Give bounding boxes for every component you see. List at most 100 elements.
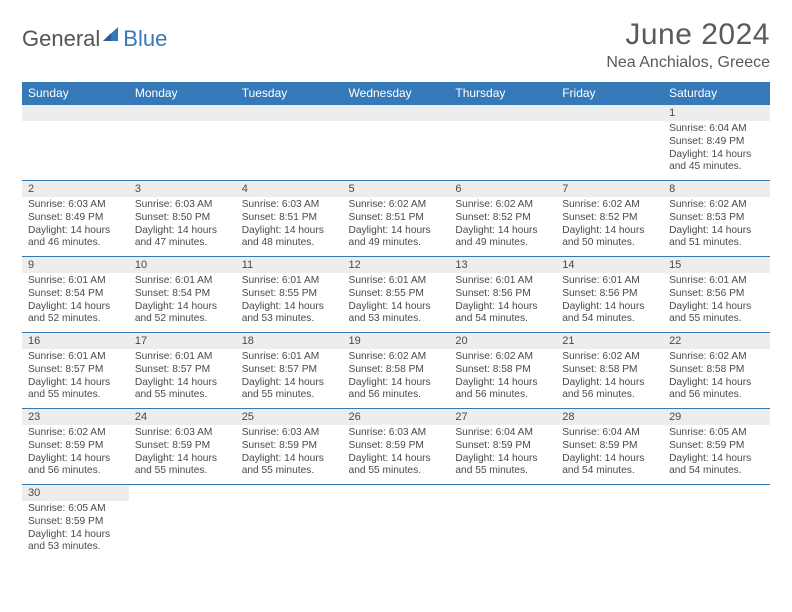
- sunset-text: Sunset: 8:57 PM: [242, 364, 337, 377]
- sunrise-text: Sunrise: 6:02 AM: [455, 351, 550, 364]
- calendar-day-cell: 23Sunrise: 6:02 AMSunset: 8:59 PMDayligh…: [22, 409, 129, 485]
- sunrise-text: Sunrise: 6:01 AM: [669, 275, 764, 288]
- sunset-text: Sunset: 8:49 PM: [669, 136, 764, 149]
- daylight-text-2: and 55 minutes.: [28, 389, 123, 402]
- day-content: Sunrise: 6:03 AMSunset: 8:59 PMDaylight:…: [343, 425, 450, 481]
- day-number: 8: [663, 181, 770, 197]
- day-content: [556, 121, 663, 171]
- day-content: Sunrise: 6:02 AMSunset: 8:59 PMDaylight:…: [22, 425, 129, 481]
- sunset-text: Sunset: 8:57 PM: [28, 364, 123, 377]
- daylight-text-2: and 54 minutes.: [562, 465, 657, 478]
- sunset-text: Sunset: 8:58 PM: [349, 364, 444, 377]
- daylight-text-1: Daylight: 14 hours: [669, 225, 764, 238]
- sunset-text: Sunset: 8:52 PM: [562, 212, 657, 225]
- daylight-text-1: Daylight: 14 hours: [28, 453, 123, 466]
- day-content: Sunrise: 6:02 AMSunset: 8:58 PMDaylight:…: [663, 349, 770, 405]
- day-content: [449, 121, 556, 171]
- daylight-text-2: and 48 minutes.: [242, 237, 337, 250]
- sunrise-text: Sunrise: 6:02 AM: [669, 351, 764, 364]
- sunset-text: Sunset: 8:59 PM: [455, 440, 550, 453]
- daylight-text-2: and 55 minutes.: [135, 465, 230, 478]
- day-number: [556, 105, 663, 121]
- day-number: 12: [343, 257, 450, 273]
- calendar-day-cell: 22Sunrise: 6:02 AMSunset: 8:58 PMDayligh…: [663, 333, 770, 409]
- sunset-text: Sunset: 8:59 PM: [28, 516, 123, 529]
- sunrise-text: Sunrise: 6:03 AM: [242, 427, 337, 440]
- day-content: Sunrise: 6:03 AMSunset: 8:50 PMDaylight:…: [129, 197, 236, 253]
- day-content: [449, 501, 556, 551]
- daylight-text-2: and 55 minutes.: [135, 389, 230, 402]
- calendar-day-cell: 10Sunrise: 6:01 AMSunset: 8:54 PMDayligh…: [129, 257, 236, 333]
- day-content: [556, 501, 663, 551]
- weekday-header: Tuesday: [236, 82, 343, 105]
- daylight-text-2: and 55 minutes.: [242, 465, 337, 478]
- calendar-table: SundayMondayTuesdayWednesdayThursdayFrid…: [22, 82, 770, 561]
- calendar-day-cell: 25Sunrise: 6:03 AMSunset: 8:59 PMDayligh…: [236, 409, 343, 485]
- day-content: Sunrise: 6:01 AMSunset: 8:56 PMDaylight:…: [449, 273, 556, 329]
- daylight-text-2: and 49 minutes.: [455, 237, 550, 250]
- sunset-text: Sunset: 8:59 PM: [242, 440, 337, 453]
- daylight-text-1: Daylight: 14 hours: [455, 453, 550, 466]
- calendar-week-row: 30Sunrise: 6:05 AMSunset: 8:59 PMDayligh…: [22, 485, 770, 561]
- calendar-day-cell: 14Sunrise: 6:01 AMSunset: 8:56 PMDayligh…: [556, 257, 663, 333]
- sunset-text: Sunset: 8:57 PM: [135, 364, 230, 377]
- daylight-text-2: and 46 minutes.: [28, 237, 123, 250]
- daylight-text-1: Daylight: 14 hours: [135, 225, 230, 238]
- calendar-day-cell: 17Sunrise: 6:01 AMSunset: 8:57 PMDayligh…: [129, 333, 236, 409]
- daylight-text-1: Daylight: 14 hours: [242, 453, 337, 466]
- sunset-text: Sunset: 8:58 PM: [669, 364, 764, 377]
- daylight-text-1: Daylight: 14 hours: [135, 453, 230, 466]
- sunset-text: Sunset: 8:58 PM: [562, 364, 657, 377]
- title-block: June 2024 Nea Anchialos, Greece: [606, 18, 770, 72]
- day-content: Sunrise: 6:03 AMSunset: 8:59 PMDaylight:…: [129, 425, 236, 481]
- sunset-text: Sunset: 8:58 PM: [455, 364, 550, 377]
- daylight-text-1: Daylight: 14 hours: [135, 377, 230, 390]
- sunset-text: Sunset: 8:59 PM: [562, 440, 657, 453]
- daylight-text-1: Daylight: 14 hours: [562, 301, 657, 314]
- sunrise-text: Sunrise: 6:03 AM: [135, 199, 230, 212]
- calendar-day-cell: 27Sunrise: 6:04 AMSunset: 8:59 PMDayligh…: [449, 409, 556, 485]
- day-content: Sunrise: 6:01 AMSunset: 8:54 PMDaylight:…: [22, 273, 129, 329]
- sunset-text: Sunset: 8:53 PM: [669, 212, 764, 225]
- calendar-day-cell: 30Sunrise: 6:05 AMSunset: 8:59 PMDayligh…: [22, 485, 129, 561]
- daylight-text-2: and 47 minutes.: [135, 237, 230, 250]
- daylight-text-1: Daylight: 14 hours: [455, 377, 550, 390]
- weekday-header: Thursday: [449, 82, 556, 105]
- calendar-day-cell: 20Sunrise: 6:02 AMSunset: 8:58 PMDayligh…: [449, 333, 556, 409]
- calendar-day-cell: 18Sunrise: 6:01 AMSunset: 8:57 PMDayligh…: [236, 333, 343, 409]
- calendar-day-cell: 29Sunrise: 6:05 AMSunset: 8:59 PMDayligh…: [663, 409, 770, 485]
- day-number: 24: [129, 409, 236, 425]
- day-number: 18: [236, 333, 343, 349]
- day-content: Sunrise: 6:03 AMSunset: 8:51 PMDaylight:…: [236, 197, 343, 253]
- calendar-week-row: 2Sunrise: 6:03 AMSunset: 8:49 PMDaylight…: [22, 181, 770, 257]
- day-content: Sunrise: 6:01 AMSunset: 8:56 PMDaylight:…: [663, 273, 770, 329]
- calendar-day-cell: 15Sunrise: 6:01 AMSunset: 8:56 PMDayligh…: [663, 257, 770, 333]
- day-number: 28: [556, 409, 663, 425]
- day-number: 21: [556, 333, 663, 349]
- calendar-day-cell: [343, 485, 450, 561]
- calendar-day-cell: 24Sunrise: 6:03 AMSunset: 8:59 PMDayligh…: [129, 409, 236, 485]
- calendar-day-cell: 13Sunrise: 6:01 AMSunset: 8:56 PMDayligh…: [449, 257, 556, 333]
- daylight-text-2: and 56 minutes.: [28, 465, 123, 478]
- daylight-text-1: Daylight: 14 hours: [28, 377, 123, 390]
- calendar-day-cell: 5Sunrise: 6:02 AMSunset: 8:51 PMDaylight…: [343, 181, 450, 257]
- daylight-text-1: Daylight: 14 hours: [28, 225, 123, 238]
- day-number: [129, 485, 236, 501]
- calendar-day-cell: 16Sunrise: 6:01 AMSunset: 8:57 PMDayligh…: [22, 333, 129, 409]
- sunset-text: Sunset: 8:56 PM: [669, 288, 764, 301]
- daylight-text-2: and 55 minutes.: [242, 389, 337, 402]
- day-content: Sunrise: 6:02 AMSunset: 8:52 PMDaylight:…: [556, 197, 663, 253]
- day-number: [236, 105, 343, 121]
- day-content: Sunrise: 6:02 AMSunset: 8:52 PMDaylight:…: [449, 197, 556, 253]
- day-number: 17: [129, 333, 236, 349]
- day-number: 9: [22, 257, 129, 273]
- sunrise-text: Sunrise: 6:01 AM: [242, 351, 337, 364]
- logo-text-general: General: [22, 26, 100, 52]
- daylight-text-2: and 54 minutes.: [562, 313, 657, 326]
- daylight-text-1: Daylight: 14 hours: [669, 453, 764, 466]
- calendar-day-cell: 8Sunrise: 6:02 AMSunset: 8:53 PMDaylight…: [663, 181, 770, 257]
- day-content: Sunrise: 6:01 AMSunset: 8:57 PMDaylight:…: [236, 349, 343, 405]
- logo-text-blue: Blue: [123, 26, 167, 52]
- day-number: 27: [449, 409, 556, 425]
- calendar-day-cell: 1Sunrise: 6:04 AMSunset: 8:49 PMDaylight…: [663, 105, 770, 181]
